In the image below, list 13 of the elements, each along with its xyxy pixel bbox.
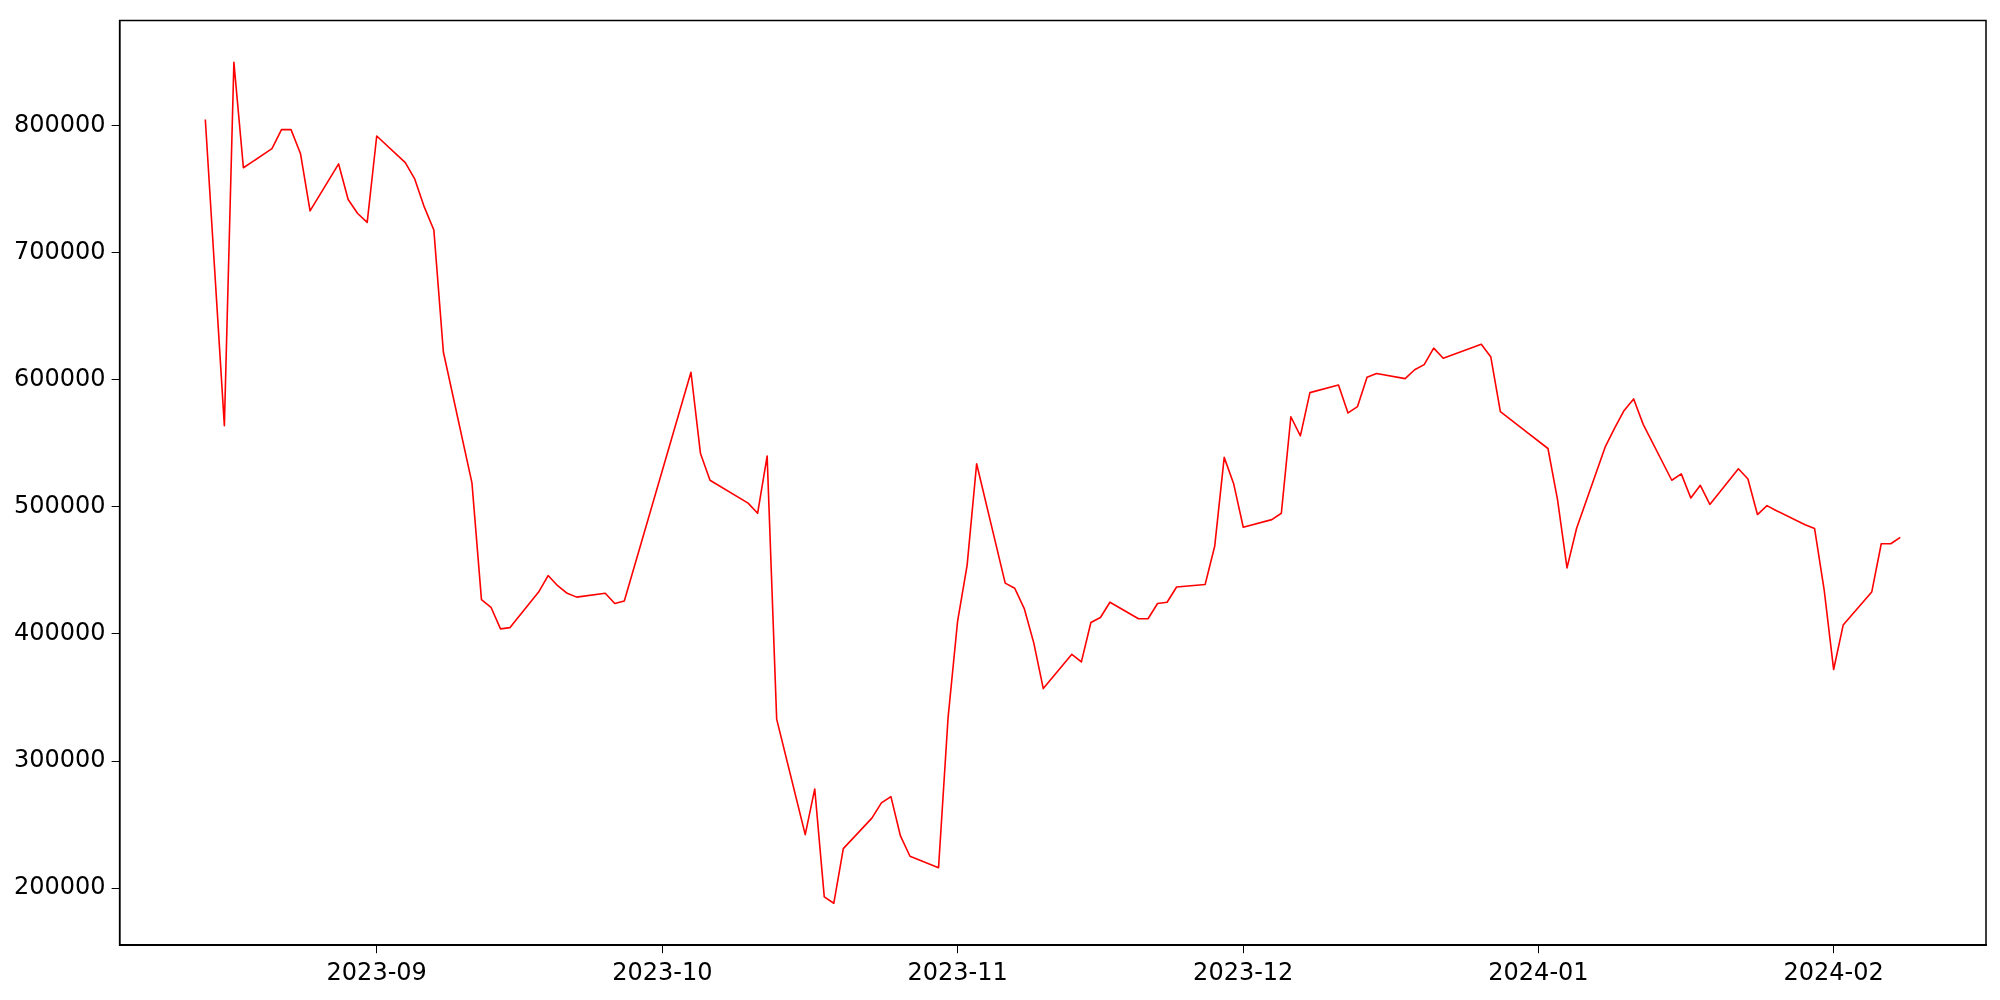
y-tick-label: 600000 — [13, 364, 106, 393]
x-tick-label: 2024-01 — [1488, 957, 1589, 986]
x-tick-label: 2023-11 — [907, 957, 1008, 986]
y-tick-label: 200000 — [13, 872, 106, 901]
x-tick-label: 2023-12 — [1193, 957, 1294, 986]
y-tick-label: 300000 — [13, 745, 106, 774]
x-tick-label: 2023-09 — [326, 957, 427, 986]
y-tick-label: 400000 — [13, 618, 106, 647]
y-tick-label: 500000 — [13, 491, 106, 520]
y-tick-label: 800000 — [13, 110, 106, 139]
y-tick-label: 700000 — [13, 237, 106, 266]
x-tick-label: 2023-10 — [612, 957, 713, 986]
x-tick-label: 2024-02 — [1783, 957, 1884, 986]
